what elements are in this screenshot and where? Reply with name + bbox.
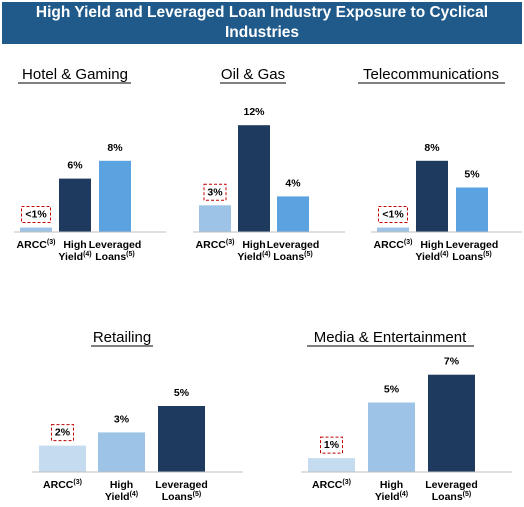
chart-title-hotel-gaming: Hotel & Gaming: [22, 66, 128, 83]
category-label: Loans(5): [95, 251, 134, 263]
chart-title-media-entertainment: Media & Entertainment: [314, 329, 467, 346]
bar-oil-gas-0: [199, 205, 231, 232]
title-line-1: High Yield and Leveraged Loan Industry E…: [35, 4, 489, 21]
category-label: High: [380, 479, 403, 491]
value-label: 5%: [464, 169, 480, 181]
category-label: ARCC(3): [374, 239, 413, 251]
category-label: Leveraged: [267, 239, 320, 251]
category-label: High: [242, 239, 265, 251]
category-label: High: [420, 239, 443, 251]
category-label: Leveraged: [425, 479, 478, 491]
category-label: Loans(5): [452, 251, 491, 263]
value-label: 3%: [207, 186, 223, 198]
value-label: 8%: [424, 142, 440, 154]
category-label: Loans(5): [162, 491, 201, 503]
value-label: 8%: [107, 142, 123, 154]
category-label: Yield(4): [105, 491, 138, 503]
category-label: Yield(4): [237, 251, 270, 263]
category-label: Yield(4): [375, 491, 408, 503]
bar-media-entertainment-1: [368, 402, 415, 472]
value-label: 2%: [55, 427, 71, 439]
bar-telecommunications-1: [416, 160, 448, 232]
category-label: ARCC(3): [196, 239, 235, 251]
value-label: 12%: [243, 106, 265, 118]
value-callout-box: [21, 206, 51, 224]
category-label: High: [63, 239, 86, 251]
bar-media-entertainment-2: [428, 374, 475, 472]
bar-retailing-2: [158, 406, 205, 472]
value-label: 7%: [444, 356, 460, 368]
value-label: 6%: [67, 160, 83, 172]
category-label: Leveraged: [446, 239, 499, 251]
bar-hotel-gaming-0: [20, 227, 52, 232]
chart-title-telecommunications: Telecommunications: [363, 66, 499, 83]
category-label: ARCC(3): [17, 239, 56, 251]
bar-telecommunications-2: [456, 187, 488, 232]
chart-title-oil-gas: Oil & Gas: [221, 66, 285, 83]
category-label: Leveraged: [89, 239, 142, 251]
value-label: <1%: [382, 209, 404, 221]
category-label: Yield(4): [415, 251, 448, 263]
value-label: 5%: [174, 387, 190, 399]
bar-retailing-0: [39, 445, 86, 472]
category-label: Leveraged: [155, 479, 208, 491]
value-label: 3%: [114, 413, 130, 425]
category-label: ARCC(3): [312, 479, 351, 491]
title-line-2: Industries: [224, 24, 300, 41]
bar-media-entertainment-0: [308, 458, 355, 472]
value-label: 1%: [324, 439, 340, 451]
category-label: Loans(5): [432, 491, 471, 503]
category-label: ARCC(3): [43, 479, 82, 491]
chart-title-retailing: Retailing: [93, 329, 151, 346]
bar-hotel-gaming-1: [59, 178, 91, 232]
bar-telecommunications-0: [377, 227, 409, 232]
value-callout-box: [203, 183, 227, 201]
title-banner: High Yield and Leveraged Loan Industry E…: [2, 2, 522, 44]
value-label: 5%: [384, 384, 400, 396]
value-callout-box: [320, 436, 343, 454]
bar-hotel-gaming-2: [99, 160, 131, 232]
value-label: 4%: [285, 177, 301, 189]
value-callout-box: [378, 206, 408, 224]
bar-oil-gas-1: [238, 125, 270, 232]
category-label: Yield(4): [58, 251, 91, 263]
value-label: <1%: [25, 209, 47, 221]
bar-oil-gas-2: [277, 196, 309, 232]
category-label: High: [110, 479, 133, 491]
category-label: Loans(5): [273, 251, 312, 263]
bar-retailing-1: [98, 432, 145, 472]
value-callout-box: [51, 424, 74, 442]
